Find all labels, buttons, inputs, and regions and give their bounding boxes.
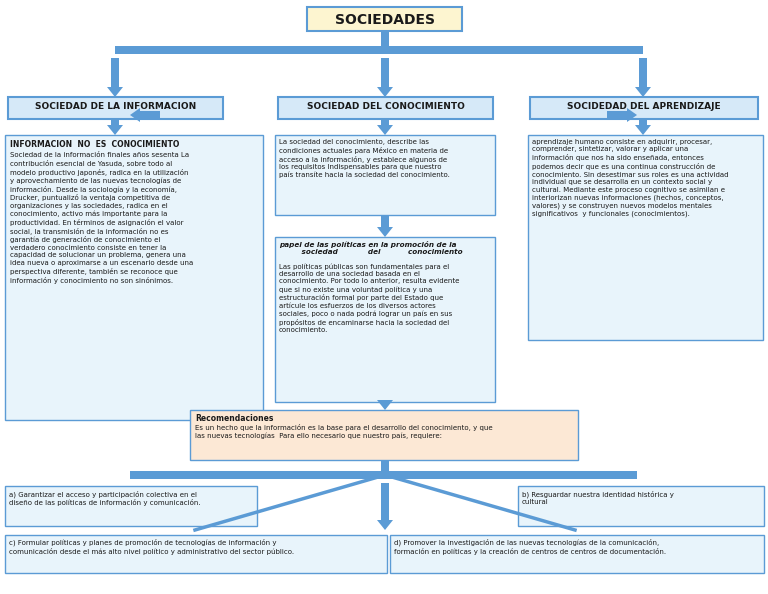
Bar: [115, 46, 643, 54]
Bar: [639, 119, 647, 125]
Bar: [307, 7, 462, 31]
Polygon shape: [107, 87, 123, 97]
Bar: [190, 410, 578, 460]
Bar: [390, 535, 764, 573]
Bar: [381, 400, 389, 402]
Text: Las políticas públicas son fundamentales para el
desarrollo de una sociedad basa: Las políticas públicas son fundamentales…: [279, 263, 459, 333]
Polygon shape: [635, 125, 651, 135]
Text: a) Garantizar el acceso y participación colectiva en el
diseño de las políticas : a) Garantizar el acceso y participación …: [9, 490, 200, 506]
Bar: [5, 486, 257, 526]
Text: Es un hecho que la información es la base para el desarrollo del conocimiento, y: Es un hecho que la información es la bas…: [195, 424, 492, 439]
Bar: [381, 215, 389, 227]
Bar: [528, 135, 763, 340]
Bar: [8, 97, 223, 119]
Polygon shape: [377, 400, 393, 410]
Text: SOCIEDAD DEL CONOCIMIENTO: SOCIEDAD DEL CONOCIMIENTO: [306, 102, 465, 111]
Bar: [111, 119, 119, 125]
Text: SOCIDEDAD DEL APRENDIZAJE: SOCIDEDAD DEL APRENDIZAJE: [568, 102, 721, 111]
Text: SOCIEDAD DE LA INFORMACION: SOCIEDAD DE LA INFORMACION: [35, 102, 196, 111]
Bar: [639, 58, 647, 87]
Polygon shape: [635, 87, 651, 97]
Bar: [140, 111, 160, 119]
Text: papel de las políticas en la promoción de la
         sociedad            del   : papel de las políticas en la promoción d…: [279, 241, 462, 255]
Bar: [111, 58, 119, 87]
Polygon shape: [377, 125, 393, 135]
Text: aprendizaje humano consiste en adquirir, procesar,
comprender, sintetizar, valor: aprendizaje humano consiste en adquirir,…: [532, 139, 729, 217]
Bar: [275, 237, 495, 402]
Text: Recomendaciones: Recomendaciones: [195, 414, 273, 423]
Text: d) Promover la investigación de las nuevas tecnologías de la comunicación,
forma: d) Promover la investigación de las nuev…: [394, 539, 666, 555]
Text: SOCIEDADES: SOCIEDADES: [335, 13, 435, 27]
Bar: [278, 97, 493, 119]
Text: INFORMACION  NO  ES  CONOCIMIENTO: INFORMACION NO ES CONOCIMIENTO: [10, 140, 180, 149]
Text: La sociedad del conocimiento, describe las
condiciones actuales para México en m: La sociedad del conocimiento, describe l…: [279, 139, 450, 178]
Bar: [130, 471, 637, 479]
Polygon shape: [377, 227, 393, 237]
Bar: [5, 535, 387, 573]
Bar: [381, 58, 389, 87]
Bar: [381, 460, 389, 475]
Bar: [381, 31, 389, 50]
Polygon shape: [107, 125, 123, 135]
Bar: [530, 97, 758, 119]
Bar: [381, 483, 389, 520]
Bar: [381, 119, 389, 125]
Text: c) Formular políticas y planes de promoción de tecnologías de información y
comu: c) Formular políticas y planes de promoc…: [9, 539, 294, 555]
Polygon shape: [627, 108, 637, 122]
Text: b) Resguardar nuestra identidad histórica y
cultural: b) Resguardar nuestra identidad históric…: [522, 490, 674, 505]
Polygon shape: [377, 87, 393, 97]
Bar: [275, 135, 495, 215]
Bar: [607, 111, 627, 119]
Bar: [5, 135, 263, 420]
Polygon shape: [130, 108, 140, 122]
Text: Sociedad de la información finales años sesenta La
contribución esencial de Yasu: Sociedad de la información finales años …: [10, 152, 194, 283]
Bar: [518, 486, 764, 526]
Polygon shape: [377, 520, 393, 530]
